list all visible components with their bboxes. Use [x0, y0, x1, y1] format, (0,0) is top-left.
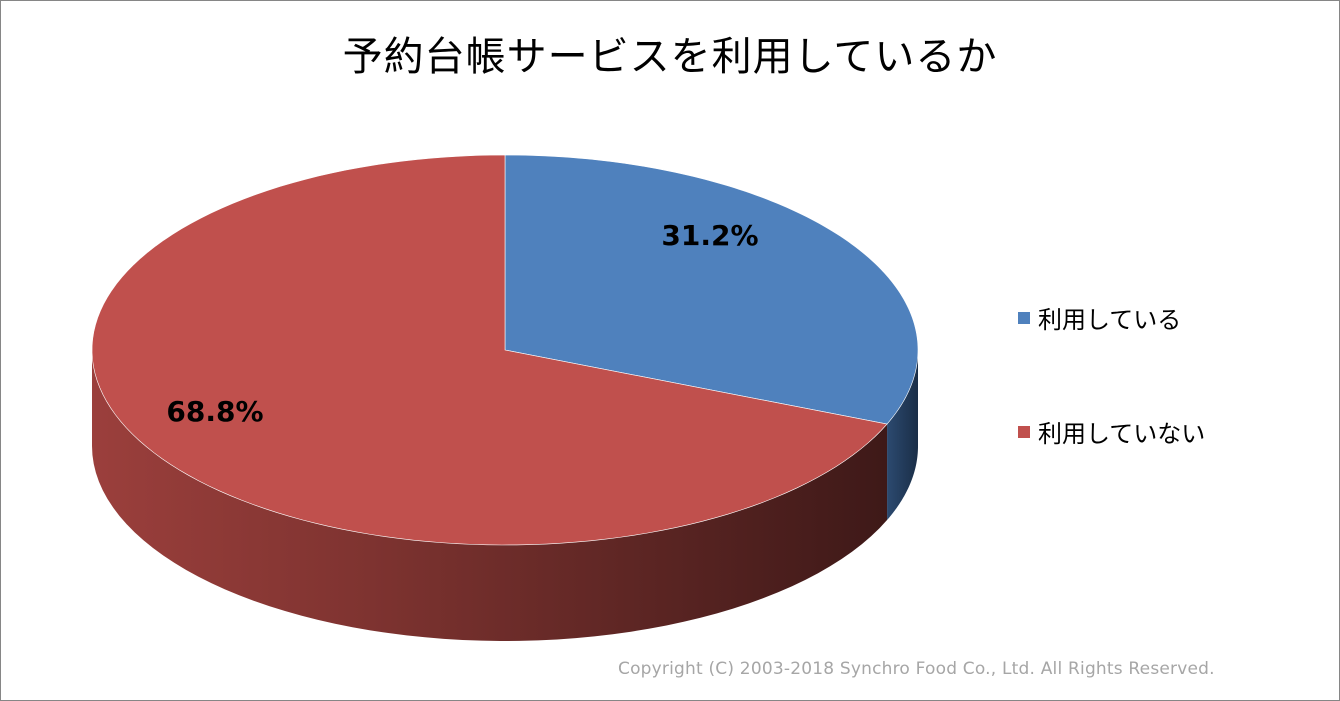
pie-side-not-using [92, 350, 888, 641]
data-label-not-using: 68.8% [166, 395, 263, 428]
legend-swatch-not-using [1018, 425, 1030, 438]
chart-title: 予約台帳サービスを利用しているか [342, 34, 998, 80]
pie-slice-using [504, 154, 919, 425]
copyright-notice: Copyright (C) 2003-2018 Synchro Food Co.… [618, 659, 1215, 679]
legend-label-not-using: 利用していない [1038, 420, 1206, 448]
pie-slice-not-using [91, 154, 888, 546]
legend-swatch-using [1018, 311, 1030, 324]
data-label-using: 31.2% [661, 219, 758, 252]
pie-side-using [887, 350, 918, 521]
legend-item-using: 利用している [1018, 300, 1181, 335]
legend-label-using: 利用している [1038, 306, 1182, 334]
legend-item-not-using: 利用していない [1018, 414, 1205, 449]
